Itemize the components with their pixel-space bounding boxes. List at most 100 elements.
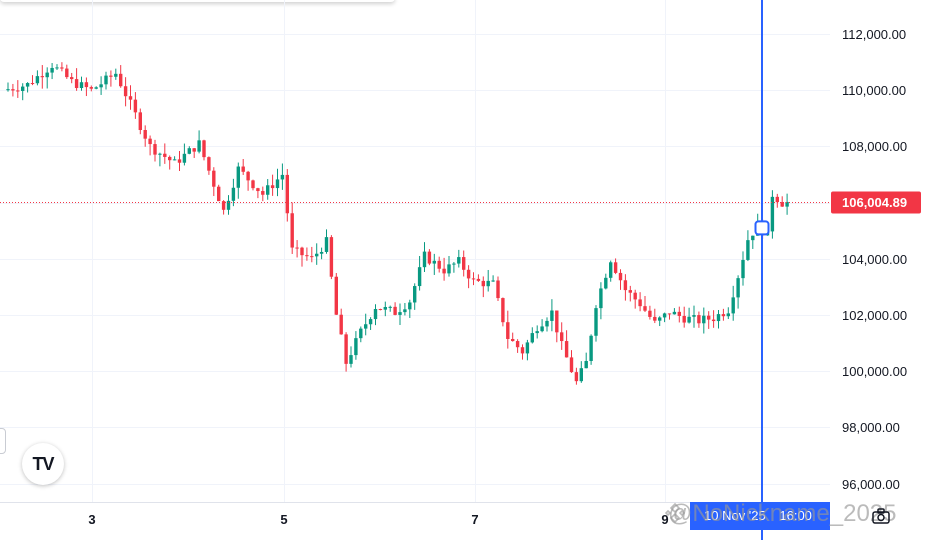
candle-body [604, 277, 608, 289]
y-tick-label: 96,000.00 [842, 477, 900, 492]
candle-body [736, 278, 740, 298]
candle [530, 327, 534, 344]
candle-body [726, 313, 730, 317]
candle-body [413, 286, 417, 303]
candle-body [221, 201, 226, 210]
candle [60, 62, 64, 72]
candle [452, 262, 456, 273]
candle [545, 317, 549, 332]
candle [437, 256, 441, 273]
y-tick-label: 100,000.00 [842, 364, 907, 379]
candle [711, 310, 716, 328]
x-tick-label: 9 [661, 512, 668, 527]
candle-body [535, 331, 539, 334]
candle-body [692, 315, 696, 317]
x-tick-label: 3 [88, 512, 95, 527]
candle [388, 305, 392, 312]
candle-body [599, 288, 603, 309]
candle-body [770, 196, 775, 232]
candle [94, 86, 98, 90]
candle [736, 275, 740, 309]
candle [618, 269, 623, 290]
candle [716, 310, 721, 329]
candle [310, 246, 314, 263]
candle-body [40, 76, 44, 78]
candle-body [506, 322, 510, 339]
candle-body [241, 166, 245, 172]
candle-body [256, 188, 260, 192]
candle [349, 346, 353, 368]
candle-body [564, 341, 569, 358]
candle-body [442, 268, 446, 274]
candle-body [560, 332, 564, 342]
candle [383, 301, 387, 317]
candle-body [574, 372, 579, 382]
candle [432, 253, 436, 275]
candle-body [94, 87, 98, 89]
top-panel-edge [0, 0, 395, 2]
candle-body [422, 251, 427, 268]
candle-body [589, 335, 593, 361]
candle [653, 308, 657, 324]
candle-body [138, 112, 142, 131]
candle [25, 82, 30, 93]
candle [266, 179, 270, 200]
candle-body [491, 280, 495, 282]
candle-body [65, 68, 69, 78]
crosshair-marker[interactable] [754, 220, 770, 236]
candle [780, 196, 784, 207]
candle-body [741, 259, 745, 279]
candle-body [432, 260, 436, 264]
candle-body [501, 298, 505, 323]
candle-body [452, 263, 456, 265]
candle-body [711, 319, 716, 322]
candle-body [364, 324, 368, 329]
candle-body [275, 179, 280, 189]
candle [128, 85, 133, 110]
candle-body [158, 153, 162, 155]
candle [40, 65, 44, 89]
candle [236, 162, 240, 199]
candle-body [79, 82, 84, 89]
candle-body [300, 247, 304, 256]
candle-body [182, 153, 187, 163]
candle-body [334, 276, 338, 315]
x-tick-label: 7 [471, 512, 478, 527]
candle [667, 313, 672, 320]
candle-body [731, 297, 735, 314]
candle [574, 367, 579, 385]
candle-body [310, 256, 314, 258]
candle-body [295, 247, 299, 249]
candle-body [315, 253, 319, 257]
candle-body [520, 347, 525, 354]
candle-body [123, 86, 128, 97]
candle [143, 125, 147, 147]
candle-body [89, 87, 93, 89]
camera-icon[interactable] [870, 505, 892, 527]
left-panel-handle[interactable] [0, 428, 6, 454]
candle-body [653, 316, 657, 321]
tradingview-logo-icon[interactable]: TV [22, 443, 64, 485]
candle [501, 297, 505, 327]
candle [506, 310, 510, 349]
candle [123, 77, 128, 107]
candle [746, 230, 750, 262]
candle-body [35, 76, 40, 84]
candle-body [226, 200, 231, 210]
candle [344, 332, 348, 372]
candle-body [359, 328, 363, 339]
candle [99, 76, 103, 95]
candle [246, 170, 250, 191]
candle-body [354, 338, 358, 356]
candle [221, 200, 226, 215]
candle [207, 156, 211, 175]
candle [540, 319, 544, 333]
candle [697, 311, 701, 328]
candle-body [70, 77, 74, 80]
candle-body [207, 157, 211, 171]
candle-body [643, 306, 647, 311]
candle [682, 306, 686, 328]
candle-body [133, 99, 138, 113]
candle-body [368, 319, 373, 325]
